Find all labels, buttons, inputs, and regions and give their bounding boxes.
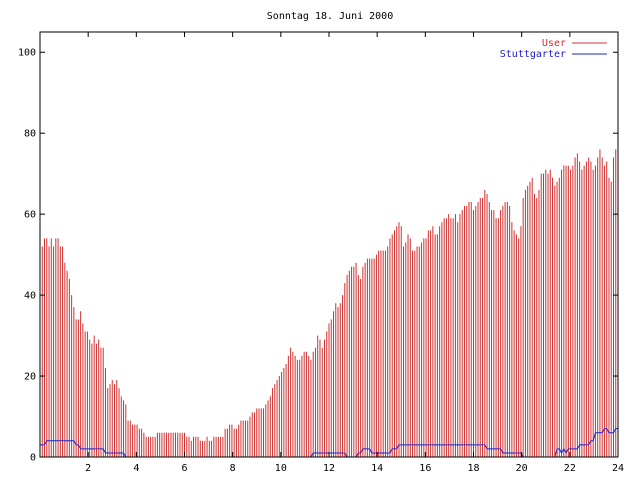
x-tick-label: 2: [85, 463, 91, 474]
x-tick-label: 6: [181, 463, 187, 474]
x-tick-label: 18: [467, 463, 479, 474]
x-tick-label: 14: [371, 463, 383, 474]
y-tick-label: 0: [30, 453, 36, 464]
legend-label-user: User: [542, 38, 566, 49]
x-tick-label: 16: [419, 463, 431, 474]
y-tick-label: 20: [24, 372, 36, 383]
x-tick-label: 4: [133, 463, 139, 474]
x-axis: 2 4 6 8 10 12 14 16 18 20 22 24: [85, 32, 624, 474]
y-axis: 0 20 40 60 80 100: [18, 48, 618, 464]
x-tick-label: 12: [323, 463, 335, 474]
y-tick-label: 60: [24, 210, 36, 221]
x-tick-label: 24: [612, 463, 624, 474]
chart-title: Sonntag 18. Juni 2000: [267, 11, 393, 22]
x-tick-label: 20: [516, 463, 528, 474]
y-tick-label: 40: [24, 291, 36, 302]
x-tick-label: 8: [230, 463, 236, 474]
x-tick-label: 10: [275, 463, 287, 474]
legend: User Stuttgarter: [500, 38, 607, 60]
x-tick-label: 22: [564, 463, 576, 474]
y-tick-label: 80: [24, 129, 36, 140]
y-tick-label: 100: [18, 48, 36, 59]
user-series: [39, 145, 619, 457]
legend-label-stuttgarter: Stuttgarter: [500, 49, 566, 60]
